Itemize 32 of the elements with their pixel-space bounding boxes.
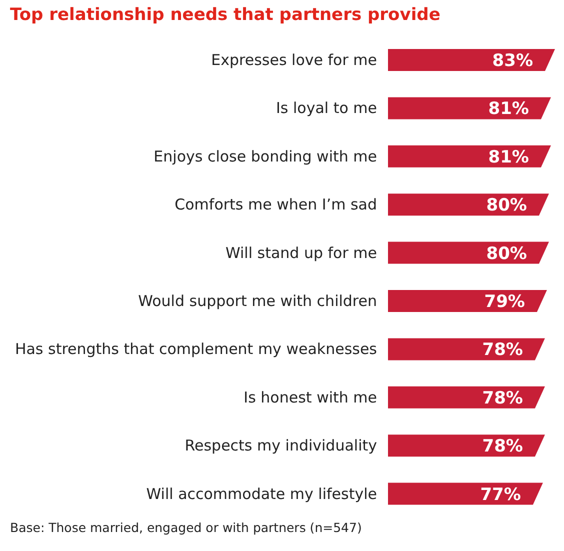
bar [388,386,545,408]
bar [388,290,547,312]
y-tick-label: Will stand up for me [226,244,377,262]
bar [388,434,545,457]
y-tick-label: Would support me with children [138,292,377,310]
y-tick-label: Has strengths that complement my weaknesses [14,340,378,358]
data-label: 77% [480,484,521,505]
text: Base: Those married, engaged or with partners (n=547) [10,520,362,535]
y-tick-label: Is loyal to me [276,99,377,118]
bar [388,97,551,120]
data-label: 78% [482,340,523,360]
data-label: 78% [482,436,523,457]
bar [388,482,543,505]
data-label: 79% [484,292,525,312]
text: Top relationship needs that partners provide [10,5,440,25]
bar [388,194,549,216]
y-tick-label: Expresses love for me [211,51,377,69]
bar [388,49,555,71]
bar [388,242,549,264]
bar [388,145,551,168]
data-label: 80% [486,244,527,264]
data-label: 78% [482,388,523,408]
data-label: 83% [492,51,533,71]
y-tick-label: Will accommodate my lifestyle [146,484,377,503]
y-tick-label: Enjoys close bonding with me [154,147,377,166]
y-tick-label: Respects my individuality [184,436,378,455]
data-label: 81% [488,147,529,168]
data-label: 80% [486,196,527,216]
y-tick-label: Comforts me when I’m sad [174,196,377,214]
data-label: 81% [488,99,529,120]
bar [388,338,545,360]
y-tick-label: Is honest with me [244,388,377,406]
